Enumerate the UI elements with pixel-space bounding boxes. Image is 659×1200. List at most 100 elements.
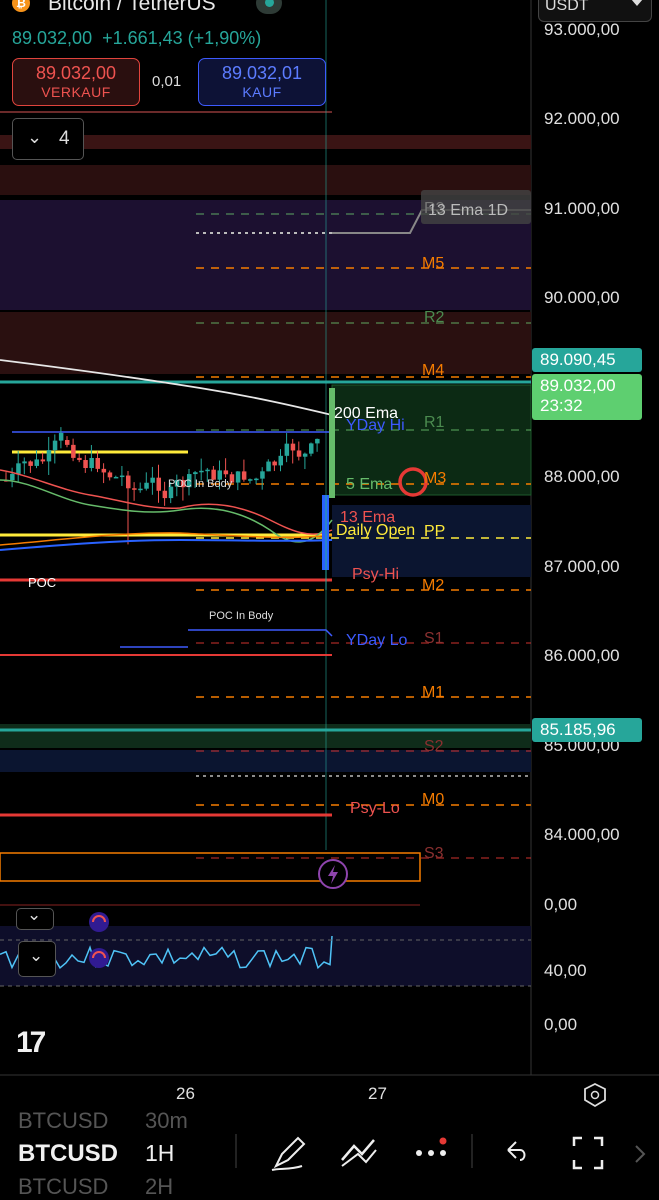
- undo-icon[interactable]: [507, 1141, 526, 1161]
- poc-in-body-top: POC In Body: [168, 478, 233, 490]
- zone-red-3: [0, 312, 531, 374]
- lightning-bolt: [328, 865, 338, 884]
- sell-price: 89.032,00: [35, 63, 117, 83]
- oscillator-line: [0, 935, 333, 971]
- timeframe-selector[interactable]: 1H: [145, 1140, 175, 1166]
- candle-body: [254, 478, 259, 481]
- drawing-tools-icon[interactable]: [341, 1139, 377, 1167]
- candle-body: [77, 457, 82, 461]
- candle-body: [95, 457, 100, 469]
- osc-collapse-button-1[interactable]: ⌄: [16, 905, 54, 930]
- price-axis-label: 87.000,00: [544, 557, 620, 576]
- level-m2: M2: [422, 577, 445, 594]
- candle-body: [144, 482, 149, 489]
- level-m5: M5: [422, 255, 445, 272]
- price-axis-label: 84.000,00: [544, 825, 620, 844]
- candle-body: [315, 438, 320, 444]
- currency-select[interactable]: USDT: [538, 0, 652, 22]
- candle-body: [187, 474, 192, 488]
- candle-body: [71, 444, 76, 458]
- indicator-collapse-button[interactable]: ⌄ 4: [12, 118, 84, 160]
- candle-body: [46, 450, 52, 462]
- candle-body: [229, 474, 235, 483]
- chevron-down-icon: [631, 0, 643, 6]
- spread-value: 0,01: [152, 73, 182, 90]
- currency-label: USDT: [545, 0, 589, 14]
- yday-hi-label: YDay Hi: [346, 417, 405, 434]
- symbol-selector[interactable]: BTCUSD: [18, 1140, 118, 1167]
- candle-body: [28, 461, 33, 466]
- settings-icon: [584, 1082, 606, 1108]
- current-price-tag: 89.032,00: [540, 376, 616, 395]
- osc-collapse-button-2[interactable]: ⌄: [18, 941, 56, 977]
- candle-body: [150, 477, 155, 483]
- last-candle: [329, 388, 335, 498]
- buy-label: KAUF: [242, 84, 282, 100]
- level-m4: M4: [422, 362, 445, 379]
- sell-button[interactable]: 89.032,00 VERKAUF: [12, 58, 140, 106]
- daily-open-label: Daily Open: [336, 522, 416, 539]
- candle-body: [107, 472, 113, 478]
- tradingview-logo-icon: 17: [16, 1026, 46, 1059]
- candle-body: [284, 443, 290, 456]
- candle-body: [235, 471, 241, 483]
- zone-red-top: [0, 135, 531, 149]
- ema-blue-curve: [0, 538, 333, 551]
- level-pp: PP: [424, 523, 446, 540]
- candle-body: [156, 477, 161, 491]
- level-m3: M3: [424, 470, 447, 487]
- zone-blue-box: [332, 505, 531, 577]
- ema13-label: 13 Ema: [340, 509, 396, 526]
- time-axis-label: 26: [176, 1084, 195, 1103]
- osc-axis-label: 40,00: [544, 961, 587, 980]
- candle-body: [309, 443, 314, 454]
- settings-icon-dot: [590, 1090, 600, 1100]
- pencil-icon[interactable]: [271, 1136, 306, 1171]
- time-axis-label: 27: [368, 1084, 387, 1103]
- zone-green-box: [331, 384, 532, 496]
- more-icon[interactable]: [416, 1137, 447, 1157]
- price-axis-label: 92.000,00: [544, 109, 620, 128]
- candle-body: [205, 469, 210, 472]
- candle-body: [278, 455, 283, 466]
- candle-body: [260, 471, 265, 479]
- symbol-title[interactable]: Bitcoin / TetherUS: [48, 0, 216, 15]
- market-status-icon: [256, 0, 282, 14]
- fullscreen-icon[interactable]: [572, 1136, 604, 1170]
- ema-orange-curve: [0, 532, 333, 546]
- candle-body: [174, 480, 180, 487]
- price-tag-upper: 89.090,45: [532, 348, 642, 372]
- candle-body: [83, 460, 88, 469]
- level-m0: M0: [422, 791, 445, 808]
- candle-body: [223, 470, 229, 475]
- zone-blue-band: [0, 750, 531, 772]
- last-price: 89.032,00: [12, 28, 93, 48]
- psy-hi-label: Psy-Hi: [352, 566, 400, 583]
- ema200-label: 200 Ema: [334, 405, 399, 422]
- replay-arc-1: [92, 915, 106, 923]
- candle-body: [168, 486, 174, 499]
- level-r1: R1: [424, 414, 445, 431]
- candle-body: [40, 459, 46, 462]
- next-icon[interactable]: [635, 1145, 646, 1163]
- replay-arc-2: [92, 951, 106, 959]
- candle-body: [10, 473, 15, 481]
- level-r2: R2: [424, 309, 445, 326]
- ema13-curve: [0, 469, 333, 535]
- candle-body: [248, 479, 253, 481]
- buy-button[interactable]: 89.032,01 KAUF: [198, 58, 326, 106]
- bottom-toolbar: [235, 1134, 646, 1171]
- psy-lo-label: Psy-Lo: [350, 800, 400, 817]
- ema13-1d-box: [421, 190, 531, 224]
- candle-body: [126, 475, 131, 489]
- candle-body: [58, 432, 64, 441]
- chevron-down-icon: ⌄: [27, 127, 43, 147]
- candle-body: [296, 450, 302, 457]
- osc-axis-label: 0,00: [544, 1015, 578, 1034]
- candle-body: [16, 463, 21, 474]
- candle-body: [272, 461, 277, 466]
- price-axis-label: 88.000,00: [544, 467, 620, 486]
- candle-body: [138, 488, 143, 491]
- ema5-label: 5 Ema: [346, 476, 393, 493]
